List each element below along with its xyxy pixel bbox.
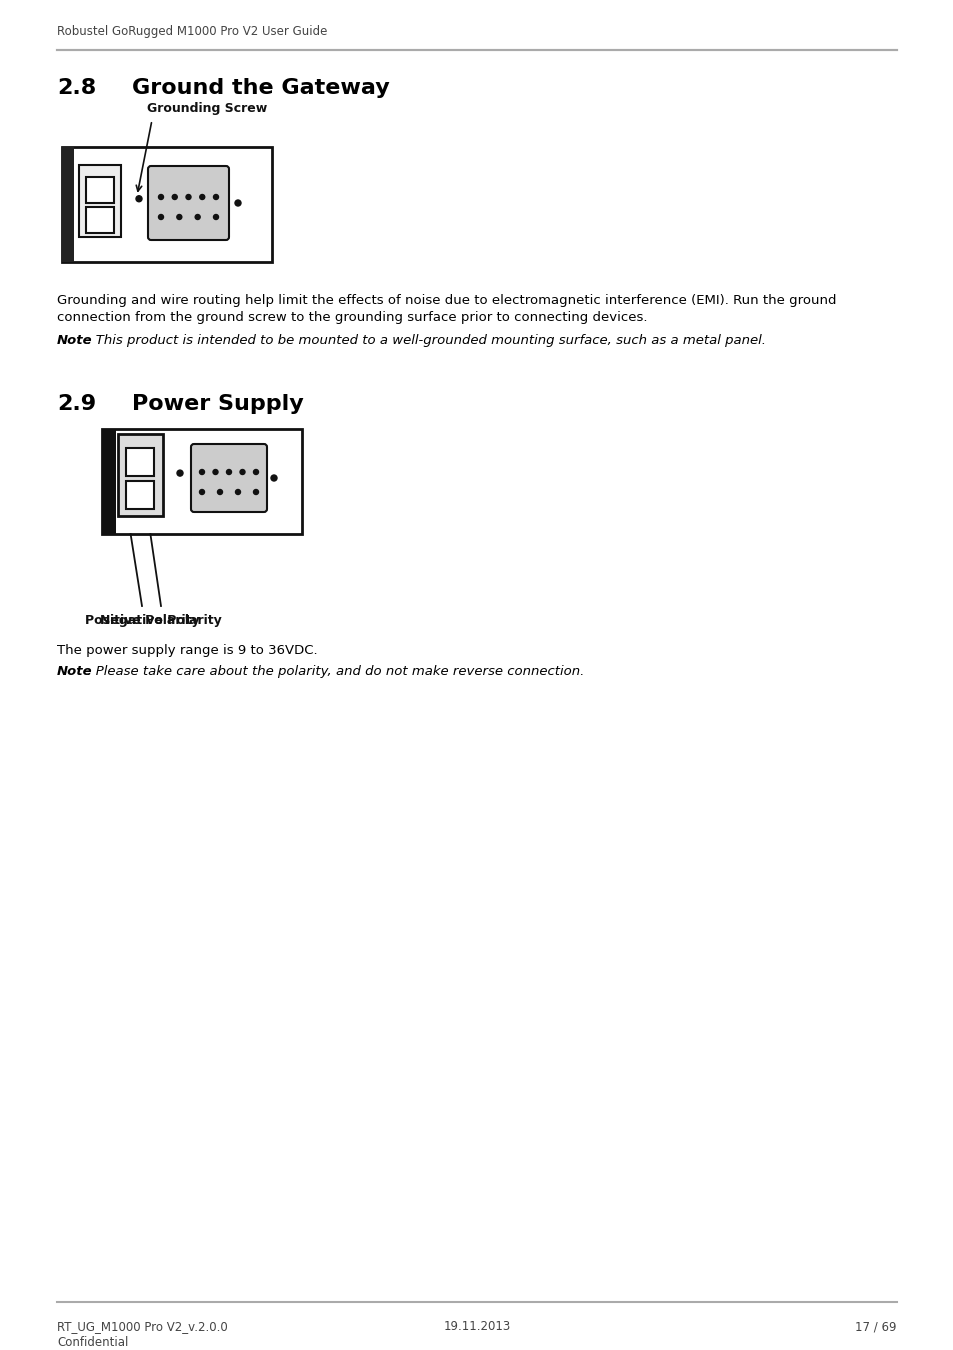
Circle shape (253, 490, 258, 494)
FancyBboxPatch shape (191, 444, 267, 512)
Text: Grounding and wire routing help limit the effects of noise due to electromagneti: Grounding and wire routing help limit th… (57, 294, 836, 306)
FancyBboxPatch shape (86, 207, 113, 234)
Circle shape (177, 470, 183, 477)
Text: RT_UG_M1000 Pro V2_v.2.0.0: RT_UG_M1000 Pro V2_v.2.0.0 (57, 1320, 228, 1332)
Circle shape (158, 194, 163, 200)
Circle shape (253, 470, 258, 474)
FancyBboxPatch shape (118, 433, 163, 516)
Text: : Please take care about the polarity, and do not make reverse connection.: : Please take care about the polarity, a… (87, 666, 584, 678)
Circle shape (226, 470, 232, 474)
Text: Confidential: Confidential (57, 1336, 129, 1349)
FancyBboxPatch shape (148, 166, 229, 240)
Circle shape (213, 215, 218, 220)
FancyBboxPatch shape (102, 429, 302, 535)
Text: Positive Polarity: Positive Polarity (85, 614, 199, 626)
FancyBboxPatch shape (79, 165, 121, 238)
Circle shape (217, 490, 222, 494)
Circle shape (136, 196, 142, 201)
Text: Power Supply: Power Supply (132, 394, 303, 414)
Circle shape (240, 470, 245, 474)
Text: Grounding Screw: Grounding Screw (147, 103, 267, 115)
FancyBboxPatch shape (62, 147, 272, 262)
FancyBboxPatch shape (86, 177, 113, 202)
Circle shape (199, 470, 204, 474)
Text: : This product is intended to be mounted to a well-grounded mounting surface, su: : This product is intended to be mounted… (87, 333, 765, 347)
Text: Note: Note (57, 666, 92, 678)
Circle shape (234, 200, 241, 207)
Circle shape (271, 475, 276, 481)
FancyBboxPatch shape (127, 448, 154, 477)
FancyBboxPatch shape (102, 429, 116, 535)
Circle shape (176, 215, 182, 220)
Text: Note: Note (57, 333, 92, 347)
Circle shape (199, 194, 205, 200)
Circle shape (186, 194, 191, 200)
Text: 19.11.2013: 19.11.2013 (443, 1320, 510, 1332)
FancyBboxPatch shape (127, 481, 154, 509)
Text: 2.8: 2.8 (57, 78, 96, 99)
Circle shape (213, 470, 218, 474)
FancyBboxPatch shape (62, 147, 74, 262)
Circle shape (213, 194, 218, 200)
Circle shape (235, 490, 240, 494)
Text: The power supply range is 9 to 36VDC.: The power supply range is 9 to 36VDC. (57, 644, 317, 657)
Text: Negative Polarity: Negative Polarity (100, 614, 222, 626)
Text: 2.9: 2.9 (57, 394, 96, 414)
Circle shape (195, 215, 200, 220)
Text: Robustel GoRugged M1000 Pro V2 User Guide: Robustel GoRugged M1000 Pro V2 User Guid… (57, 26, 327, 38)
Circle shape (172, 194, 177, 200)
Circle shape (158, 215, 163, 220)
Text: connection from the ground screw to the grounding surface prior to connecting de: connection from the ground screw to the … (57, 310, 647, 324)
Text: 17 / 69: 17 / 69 (855, 1320, 896, 1332)
Circle shape (199, 490, 204, 494)
Text: Ground the Gateway: Ground the Gateway (132, 78, 390, 99)
